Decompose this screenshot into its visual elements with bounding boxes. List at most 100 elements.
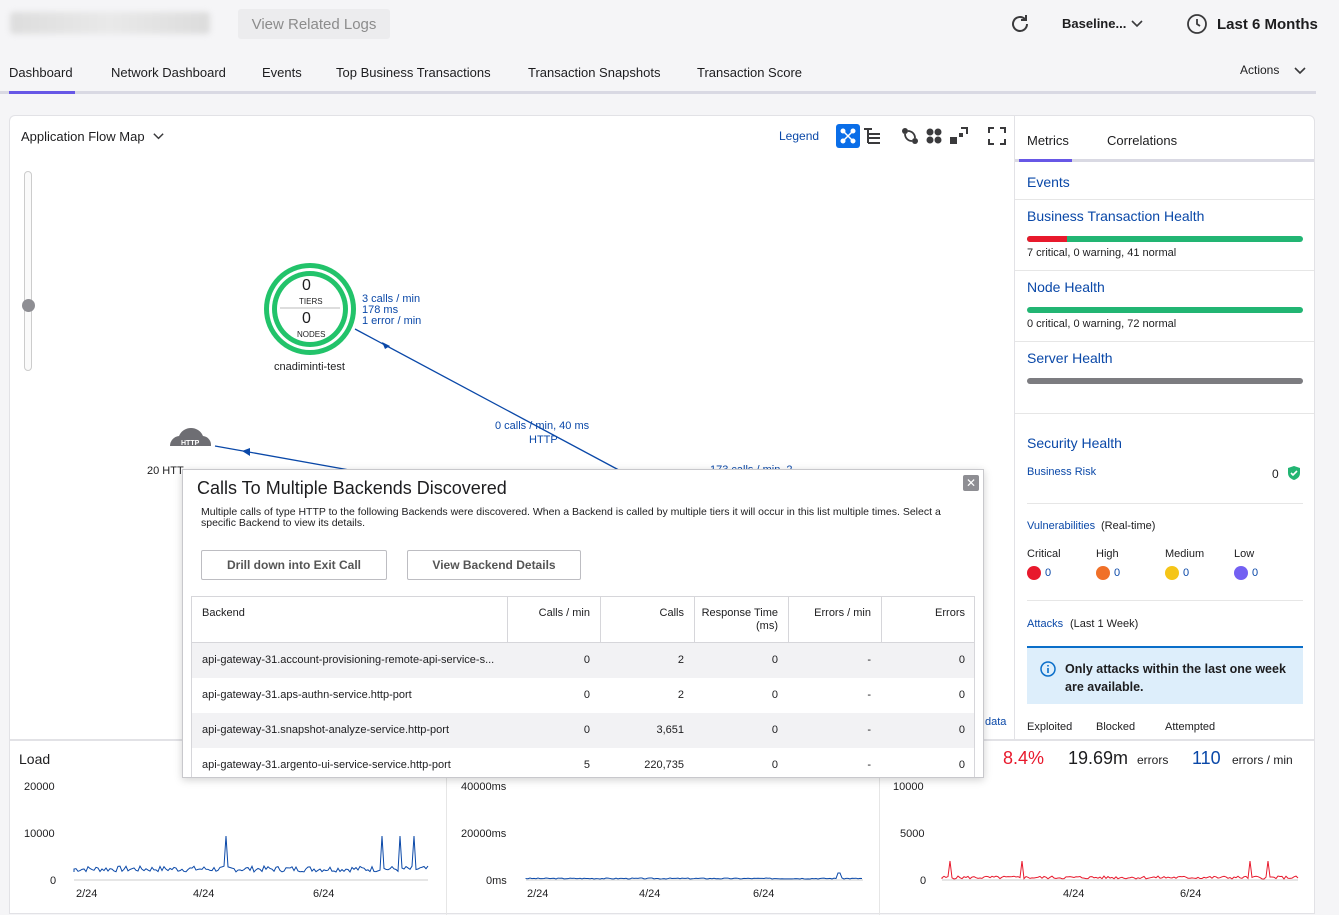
x-tick: 4/24 (639, 888, 661, 900)
response-trend-line[interactable] (525, 872, 863, 880)
node-health-link[interactable]: Node Health (1027, 279, 1105, 295)
col-calls-per-min[interactable]: Calls / min (507, 597, 600, 643)
events-section: Events (1015, 165, 1314, 200)
divider (1027, 503, 1303, 504)
err-axis-max: 10000 (893, 781, 924, 793)
clock-icon[interactable] (1186, 13, 1208, 35)
security-health-title[interactable]: Security Health (1027, 435, 1122, 451)
col-response-time[interactable]: Response Time (ms) (694, 597, 788, 643)
table-row[interactable]: api-gateway-31.argento-ui-service-servic… (192, 748, 974, 777)
table-row[interactable]: api-gateway-31.account-provisioning-remo… (192, 643, 974, 678)
flow-layout-icon[interactable] (836, 124, 860, 148)
zoom-slider-handle[interactable] (22, 299, 35, 312)
edge-label[interactable]: 173 calls / min, 2 (710, 464, 793, 469)
edge-line[interactable] (214, 445, 356, 472)
view-backend-details-button[interactable]: View Backend Details (407, 550, 581, 580)
view-related-logs-button[interactable]: View Related Logs (238, 9, 390, 39)
nodes-count: 0 (302, 310, 311, 327)
actions-menu[interactable]: Actions (1240, 63, 1280, 77)
attacks-info-text: Only attacks within the last one week ar… (1065, 662, 1286, 694)
chevron-down-icon[interactable] (1130, 17, 1144, 31)
chevron-down-icon[interactable] (1293, 64, 1307, 78)
active-tab-indicator (9, 91, 75, 94)
errors-per-min-label: errors / min (1232, 753, 1293, 767)
flow-map-title[interactable]: Application Flow Map (21, 129, 145, 144)
tab-top-business-transactions[interactable]: Top Business Transactions (336, 65, 491, 80)
high-dot-icon (1096, 566, 1110, 580)
business-risk-link[interactable]: Business Risk (1027, 466, 1097, 478)
expand-layout-icon[interactable] (947, 124, 971, 148)
attacks-link[interactable]: Attacks (1027, 618, 1064, 630)
server-health-bar[interactable] (1027, 378, 1303, 384)
legend-link[interactable]: Legend (779, 129, 820, 143)
load-trend-line[interactable] (73, 835, 429, 873)
bt-health-link[interactable]: Business Transaction Health (1027, 208, 1205, 224)
table-row[interactable]: api-gateway-31.snapshot-analyze-service.… (192, 713, 974, 748)
node-health-bar[interactable] (1027, 307, 1303, 313)
vuln-medium-count[interactable]: 0 (1183, 567, 1190, 579)
cell: 0 (771, 654, 778, 666)
col-calls[interactable]: Calls (600, 597, 694, 643)
events-link[interactable]: Events (1027, 174, 1070, 190)
http-cloud-icon[interactable] (169, 428, 212, 446)
col-errors[interactable]: Errors (881, 597, 975, 643)
vulnerabilities-link[interactable]: Vulnerabilities (1027, 520, 1096, 532)
dialog-description: Multiple calls of type HTTP to the follo… (201, 506, 941, 529)
vulnerabilities-note: (Real-time) (1101, 520, 1156, 532)
vuln-high-label: High (1096, 548, 1119, 560)
col-errors-per-min[interactable]: Errors / min (788, 597, 881, 643)
time-range-selector[interactable]: Last 6 Months (1217, 16, 1318, 33)
cell: 0 (771, 689, 778, 701)
tab-network-dashboard[interactable]: Network Dashboard (111, 65, 226, 80)
vuln-low-count[interactable]: 0 (1252, 567, 1259, 579)
cell: 0 (771, 724, 778, 736)
vuln-critical-count[interactable]: 0 (1045, 567, 1052, 579)
edge-arrow (242, 448, 250, 456)
col-backend[interactable]: Backend (202, 607, 245, 619)
trend-sparklines (73, 835, 1299, 881)
load-axis-mid: 10000 (24, 828, 55, 840)
zoom-slider-track[interactable] (24, 171, 32, 371)
edge-label[interactable]: 0 calls / min, 40 ms (495, 420, 590, 432)
cell: 0 (958, 759, 965, 771)
cell: - (867, 654, 871, 666)
fullscreen-icon[interactable] (985, 124, 1009, 148)
error-trend-line[interactable] (941, 860, 1299, 880)
group-nodes-icon[interactable] (922, 124, 946, 148)
node-name[interactable]: cnadiminti-test (274, 361, 345, 373)
error-percentage: 8.4% (1003, 748, 1045, 768)
edge-line[interactable] (354, 328, 631, 477)
chevron-down-icon[interactable] (152, 130, 165, 143)
medium-dot-icon (1165, 566, 1179, 580)
backend-name-cell: api-gateway-31.aps-authn-service.http-po… (202, 689, 412, 701)
tab-events[interactable]: Events (262, 65, 302, 80)
refresh-icon[interactable] (1008, 12, 1032, 36)
close-icon[interactable]: ✕ (963, 475, 979, 491)
data-link[interactable]: data (985, 716, 1007, 728)
divider (879, 741, 880, 915)
bt-health-summary: 7 critical, 0 warning, 41 normal (1027, 247, 1177, 259)
edge-type-label[interactable]: HTTP (529, 434, 558, 446)
bt-health-bar[interactable] (1027, 236, 1303, 242)
baseline-selector[interactable]: Baseline... (1062, 16, 1127, 31)
drill-down-exit-call-button[interactable]: Drill down into Exit Call (201, 550, 387, 580)
auto-arrange-icon[interactable] (898, 124, 922, 148)
cell: - (867, 759, 871, 771)
edge-arrow (382, 342, 390, 349)
backend-name-cell: api-gateway-31.account-provisioning-remo… (202, 654, 495, 666)
tab-correlations[interactable]: Correlations (1107, 133, 1178, 148)
table-row[interactable]: api-gateway-31.aps-authn-service.http-po… (192, 678, 974, 713)
backends-table: Backend Calls / min Calls Response Time … (191, 596, 975, 777)
cell: 0 (958, 724, 965, 736)
tiers-count: 0 (302, 277, 311, 294)
tab-transaction-score[interactable]: Transaction Score (697, 65, 803, 80)
tab-transaction-snapshots[interactable]: Transaction Snapshots (528, 65, 661, 80)
tab-dashboard[interactable]: Dashboard (9, 65, 73, 80)
x-tick: 2/24 (76, 888, 98, 900)
tab-metrics[interactable]: Metrics (1027, 133, 1069, 148)
http-group-label[interactable]: 20 HTTP backends (147, 465, 184, 477)
vuln-high-count[interactable]: 0 (1114, 567, 1121, 579)
tree-layout-icon[interactable] (861, 124, 885, 148)
server-health-link[interactable]: Server Health (1027, 350, 1113, 366)
bt-health-critical-fill (1027, 236, 1068, 242)
